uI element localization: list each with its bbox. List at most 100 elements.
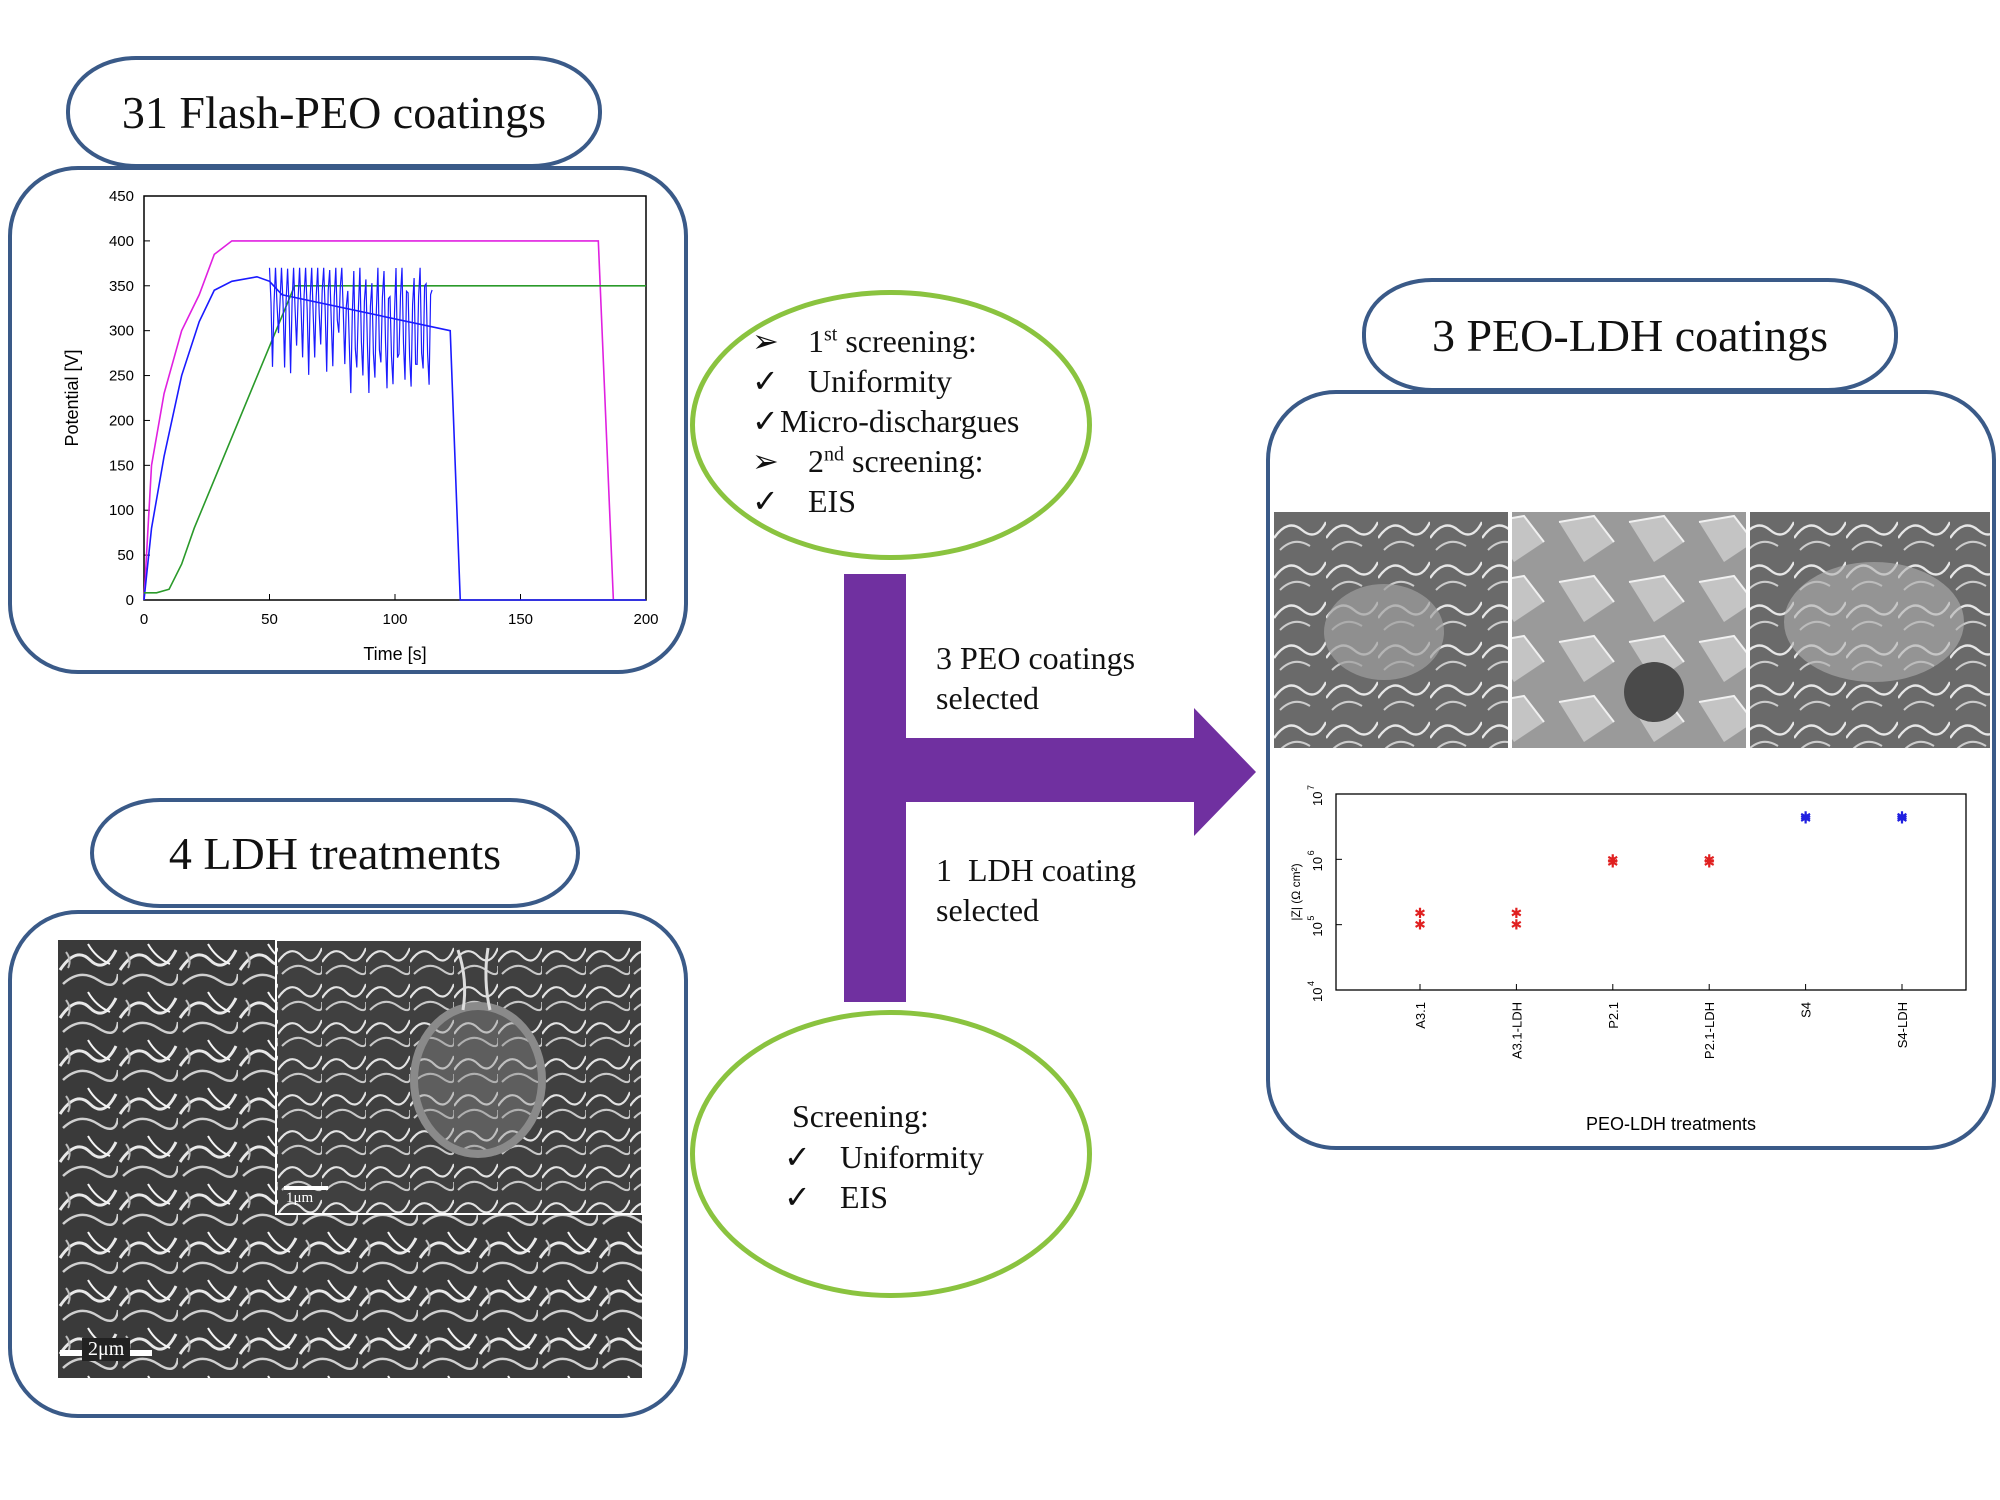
- second-screening-oval: [690, 1010, 1092, 1298]
- y-tick-label: 10: [1310, 792, 1325, 806]
- screening-item: ➢ 2nd screening:: [752, 442, 984, 480]
- series-noise-blue: [268, 267, 433, 394]
- check-icon: ✓: [784, 1179, 811, 1215]
- x-axis-label: PEO-LDH treatments: [1586, 1114, 1756, 1134]
- series-line-1: [143, 240, 615, 601]
- x-tick-label: 100: [382, 611, 407, 628]
- y-tick-label: 200: [109, 412, 134, 429]
- ldh-sem-image: 1μm 2μm: [58, 940, 642, 1378]
- screening-item: ✓Micro-dischargues: [752, 402, 1019, 440]
- screening-item: ✓ Uniformity: [752, 362, 952, 400]
- ldh-selected-text: 1 LDH coating selected: [936, 850, 1136, 930]
- check-icon: ✓: [784, 1139, 811, 1175]
- ldh-inset-scale-label: 1μm: [286, 1190, 314, 1206]
- x-tick-label: A3.1: [1413, 1002, 1428, 1029]
- arrow-bullet-icon: ➢: [752, 323, 779, 359]
- series-line-2: [143, 275, 646, 601]
- ldh-selected-line1: 1 LDH coating: [936, 852, 1136, 888]
- ordinal-suffix: nd: [824, 443, 844, 466]
- potential-time-chart: 0 50 100 150 200 0 50 100 150 200 250 300 350 400 450 T…: [62, 188, 659, 664]
- first-screening-oval: [690, 290, 1092, 560]
- y-tick-exponent: 7: [1306, 785, 1316, 790]
- data-point: ✱: [1607, 854, 1619, 870]
- x-axis-label: Time [s]: [363, 644, 426, 664]
- data-point: ✱: [1511, 905, 1523, 921]
- data-point: ✱: [1511, 917, 1523, 933]
- selection-arrow: [844, 574, 1256, 1002]
- y-axis-label: Potential [V]: [62, 349, 82, 446]
- x-tick-label: 50: [261, 611, 278, 628]
- y-tick-label: 300: [109, 323, 134, 340]
- y-tick-exponent: 4: [1306, 981, 1316, 986]
- screening-check-item: ✓ EIS: [784, 1178, 888, 1216]
- x-tick-label: S4: [1799, 1002, 1814, 1018]
- data-point: ✱: [1414, 905, 1426, 921]
- y-tick-exponent: 6: [1306, 850, 1316, 855]
- peo-ldh-sem-images: [1274, 512, 1990, 748]
- x-tick-label: 150: [508, 611, 533, 628]
- screening-item-text: 1: [808, 323, 824, 359]
- y-tick-label: 50: [117, 547, 134, 564]
- ldh-title: 4 LDH treatments: [168, 827, 502, 879]
- x-tick-label: 200: [633, 611, 658, 628]
- data-point: ✱: [1800, 811, 1812, 827]
- peo-selected-line2: selected: [936, 680, 1040, 716]
- flash-peo-panel: 0 50 100 150 200 0 50 100 150 200 250 300 350 400 450 T…: [8, 166, 688, 674]
- ldh-sem-texture: [58, 940, 642, 1378]
- y-tick-label: 10: [1310, 857, 1325, 871]
- data-point: ✱: [1896, 809, 1908, 825]
- screening-heading: Screening:: [792, 1098, 929, 1134]
- y-tick-label: 400: [109, 233, 134, 250]
- y-tick-label: 10: [1310, 922, 1325, 936]
- data-point: ✱: [1607, 851, 1619, 867]
- y-tick-label: 0: [126, 592, 134, 609]
- ordinal-suffix: st: [824, 323, 838, 346]
- screening-item-text: Uniformity: [808, 363, 952, 399]
- t-arrow-shape: [844, 574, 1256, 1002]
- screening-item-rest: screening:: [837, 323, 977, 359]
- y-tick-label: 250: [109, 368, 134, 385]
- screening-item-text: 2: [808, 443, 824, 479]
- peo-ldh-title: 3 PEO-LDH coatings: [1431, 309, 1829, 361]
- y-tick-label: 150: [109, 457, 134, 474]
- y-axis-label: |Z| (Ω cm²): [1289, 863, 1303, 920]
- y-tick-exponent: 5: [1306, 916, 1316, 921]
- screening-check-item: ✓ Uniformity: [784, 1138, 984, 1176]
- screening-item: ✓ EIS: [752, 482, 856, 520]
- x-tick-label: A3.1-LDH: [1509, 1002, 1524, 1059]
- data-point: ✱: [1703, 854, 1715, 870]
- screening-item-text: Micro-dischargues: [780, 403, 1020, 439]
- y-tick-label: 450: [109, 188, 134, 205]
- screening-item-text: EIS: [808, 483, 856, 519]
- data-point: ✱: [1414, 917, 1426, 933]
- screening-item-rest: screening:: [844, 443, 984, 479]
- flash-peo-title-pill: 31 Flash-PEO coatings: [66, 56, 602, 168]
- peo-selected-line1: 3 PEO coatings: [936, 640, 1136, 676]
- x-tick-label: 0: [140, 611, 148, 628]
- screening-item: ➢ 1st screening:: [752, 322, 977, 360]
- check-icon: ✓: [752, 363, 779, 399]
- y-tick-label: 350: [109, 278, 134, 295]
- data-point: ✱: [1800, 809, 1812, 825]
- screening-check-text: EIS: [840, 1179, 888, 1215]
- plot-frame: [143, 195, 647, 601]
- ldh-title-pill: 4 LDH treatments: [90, 798, 580, 908]
- x-tick-label: S4-LDH: [1895, 1002, 1910, 1048]
- peo-ldh-title-pill: 3 PEO-LDH coatings: [1362, 278, 1898, 392]
- arrow-bullet-icon: ➢: [752, 443, 779, 479]
- x-tick-label: P2.1-LDH: [1702, 1002, 1717, 1059]
- peo-ldh-sem-texture: [1274, 512, 1990, 748]
- peo-selected-text: 3 PEO coatings selected: [936, 638, 1135, 718]
- y-tick-label: 100: [109, 502, 134, 519]
- data-point: ✱: [1703, 851, 1715, 867]
- screening-check-text: Uniformity: [840, 1139, 984, 1175]
- ldh-main-scale-label: 2μm: [82, 1338, 131, 1361]
- series-line-3: [144, 284, 646, 594]
- check-icon: ✓: [752, 483, 779, 519]
- x-tick-label: P2.1: [1606, 1002, 1621, 1029]
- ldh-selected-line2: selected: [936, 892, 1040, 928]
- plot-frame: [1335, 793, 1967, 991]
- y-tick-label: 10: [1310, 988, 1325, 1002]
- data-point: ✱: [1896, 811, 1908, 827]
